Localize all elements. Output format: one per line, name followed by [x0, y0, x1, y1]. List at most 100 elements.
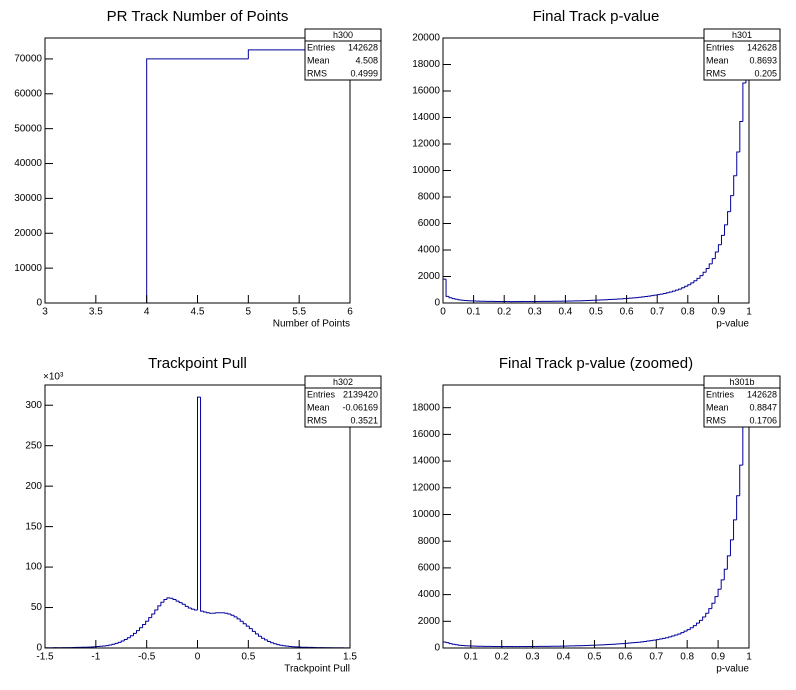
histogram-bin	[674, 634, 678, 636]
stats-box	[304, 375, 382, 428]
x-tick-label: 0.6	[618, 652, 632, 663]
x-tick-label: 0.3	[526, 652, 540, 663]
histogram-bin	[727, 211, 731, 225]
y-tick-label: 150	[25, 521, 42, 532]
stats-label: Mean	[706, 402, 729, 412]
x-tick-label: 1	[746, 307, 752, 318]
histogram-bin	[686, 629, 691, 632]
y-tick-label: 16000	[412, 86, 440, 97]
histogram-bin	[445, 279, 450, 297]
y-tick-label: 6000	[418, 563, 441, 574]
histogram-bin	[270, 641, 274, 644]
x-axis-label: Number of Points	[273, 319, 350, 330]
histogram-bin	[227, 613, 232, 615]
y-tick-label: 20000	[14, 228, 42, 239]
x-tick-label: 0.8	[680, 652, 694, 663]
x-tick-label: 5.5	[292, 307, 306, 318]
histogram-bin	[695, 622, 700, 626]
histogram-bin	[145, 620, 149, 625]
x-tick-label: 5	[246, 307, 252, 318]
histogram-bin	[114, 642, 119, 645]
stats-value: 142628	[348, 42, 378, 52]
histogram-bin	[665, 637, 669, 639]
histogram-bin	[148, 617, 152, 622]
y-tick-label: 10000	[14, 263, 42, 274]
histogram-bin	[120, 640, 125, 643]
x-tick-label: 4.5	[191, 307, 205, 318]
x-tick-label: -0.5	[138, 652, 156, 663]
histogram-bin	[142, 624, 146, 628]
histogram-bin	[154, 609, 158, 615]
x-tick-label: 3.5	[89, 307, 103, 318]
histogram-bin	[678, 288, 682, 291]
x-tick-label: 0.9	[711, 652, 725, 663]
histogram-bin	[684, 285, 688, 288]
y-tick-label: 12000	[412, 482, 440, 493]
histogram-bin	[658, 638, 663, 640]
y-tick-label: 50000	[14, 123, 42, 134]
histogram-bin	[705, 268, 710, 273]
stats-value: -0.06169	[342, 402, 378, 412]
histogram-bin	[665, 292, 670, 294]
histogram-bin	[736, 495, 740, 520]
histogram-bin	[157, 605, 161, 610]
histogram-bin	[443, 641, 447, 648]
frame	[442, 384, 750, 649]
y-tick-label: 4000	[418, 245, 441, 256]
histogram-bin	[726, 555, 731, 570]
stats-label: Entries	[706, 389, 735, 399]
y-tick-label: 2000	[418, 616, 441, 627]
histogram-bin	[197, 396, 201, 610]
stats-name: h302	[333, 377, 353, 387]
histogram-bin	[717, 588, 722, 597]
histogram-bin	[445, 641, 450, 644]
histogram-bin	[742, 82, 746, 122]
histogram-bin	[708, 608, 712, 614]
histogram-bin	[689, 627, 694, 630]
histogram-bin	[146, 58, 249, 303]
stats-label: RMS	[307, 68, 327, 78]
y-tick-label: 200	[25, 481, 42, 492]
y-tick-label: 0	[36, 643, 42, 654]
y-tick-label: 30000	[14, 193, 42, 204]
x-tick-label: 0.1	[467, 307, 481, 318]
histogram-bin	[675, 289, 679, 292]
histogram-bin	[136, 630, 140, 634]
y-tick-label: 6000	[418, 218, 441, 229]
x-axis-label: p-value	[716, 319, 749, 330]
histogram-bin	[239, 618, 244, 622]
histogram-bin	[245, 623, 250, 627]
y-tick-label: 18000	[412, 402, 440, 413]
histogram-bin	[702, 616, 706, 621]
histogram-bin	[175, 599, 180, 602]
histogram-bin	[655, 639, 660, 641]
y-tick-label: 0	[36, 298, 42, 309]
stats-value: 0.8847	[749, 402, 777, 412]
histogram-bin	[730, 195, 734, 212]
y-multiplier: ×10³	[43, 372, 64, 383]
histogram-bin	[681, 287, 685, 290]
x-tick-label: 0.1	[464, 652, 478, 663]
histogram-bin	[448, 642, 453, 645]
histogram-bin	[661, 637, 666, 640]
stats-label: Entries	[706, 42, 735, 52]
histogram-bin	[248, 626, 253, 630]
histogram-bin	[230, 614, 235, 616]
chart-title: PR Track Number of Points	[107, 8, 289, 25]
histogram-bin	[123, 639, 128, 642]
histogram-bin	[714, 251, 719, 259]
stats-value: 0.8693	[749, 55, 777, 65]
stats-box	[703, 375, 781, 428]
histogram-bin	[696, 277, 701, 281]
y-tick-label: 4000	[418, 589, 441, 600]
stats-label: RMS	[706, 68, 726, 78]
y-tick-label: 2000	[418, 271, 441, 282]
histogram-bin	[129, 635, 134, 638]
x-tick-label: 1.5	[343, 652, 357, 663]
histogram-bin	[454, 298, 459, 300]
histogram-bin	[236, 616, 241, 620]
stats-name: h300	[333, 30, 353, 40]
y-tick-label: 100	[25, 562, 42, 573]
